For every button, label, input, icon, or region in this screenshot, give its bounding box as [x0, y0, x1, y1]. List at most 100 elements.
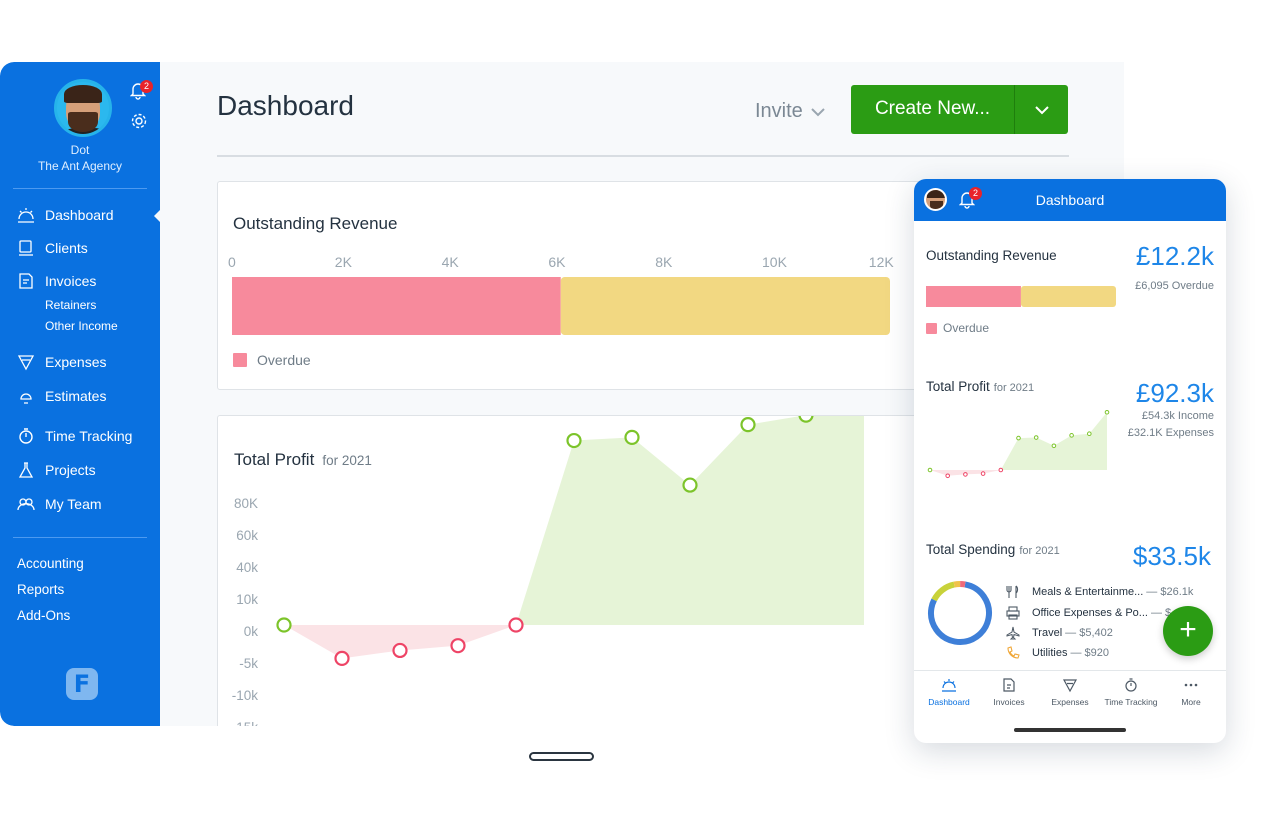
legend-label: Overdue — [257, 352, 311, 368]
sidebar-subitem-retainers[interactable]: Retainers — [45, 298, 97, 312]
sidebar-item-label: Projects — [45, 462, 96, 478]
flask-icon — [18, 462, 34, 478]
data-point — [682, 477, 698, 493]
sidebar-item-my-team[interactable]: My Team — [16, 493, 102, 515]
sidebar-item-expenses[interactable]: Expenses — [16, 351, 106, 373]
legend-swatch — [926, 322, 937, 334]
mobile-outstanding-bar — [926, 286, 1116, 307]
spending-title: Total Spending — [926, 542, 1016, 557]
mobile-outstanding-title: Outstanding Revenue — [926, 248, 1057, 263]
divider — [13, 537, 147, 538]
y-tick-label: 80K — [233, 496, 258, 511]
spending-label: Travel — [1032, 627, 1063, 639]
fork-knife-icon — [1006, 585, 1019, 598]
estimates-icon — [20, 393, 32, 404]
tab-expenses[interactable]: Expenses — [1039, 677, 1101, 707]
avatar[interactable] — [54, 79, 112, 137]
dashboard-icon — [18, 208, 34, 223]
sidebar-item-time-tracking[interactable]: Time Tracking — [16, 425, 132, 447]
data-point — [624, 429, 640, 445]
bell-icon[interactable]: 2 — [958, 187, 982, 214]
data-point — [566, 432, 582, 449]
stopwatch-icon — [1125, 678, 1137, 692]
spending-row: Utilities — $920 — [1006, 646, 1109, 660]
negative-area — [284, 625, 516, 659]
notification-badge: 2 — [969, 187, 982, 200]
data-point — [334, 650, 350, 666]
more-icon — [1184, 683, 1198, 687]
sidebar-item-clients[interactable]: Clients — [16, 237, 88, 259]
mobile-profit-amount: £92.3k — [1135, 378, 1214, 408]
total-profit-card: Total Profit for 2021 80K 60k 40k 10k 0k -5k -1… — [217, 415, 937, 726]
bar-segment — [926, 286, 1021, 307]
create-new-button[interactable]: Create New... — [851, 85, 1068, 134]
y-tick-label: -10k — [231, 688, 258, 703]
spending-row: Travel — $5,402 — [1006, 626, 1113, 640]
active-indicator — [154, 210, 160, 222]
tab-invoices[interactable]: Invoices — [978, 677, 1040, 707]
tablet-home-indicator — [529, 752, 594, 761]
phone-home-indicator — [1014, 728, 1126, 732]
bell-icon[interactable]: 2 — [129, 80, 153, 100]
x-tick-label: 6K — [548, 254, 566, 270]
bar-segment — [560, 277, 890, 335]
profit-area-chart — [276, 416, 864, 666]
y-tick-label: 40k — [236, 560, 258, 575]
company-name: The Ant Agency — [37, 159, 123, 173]
data-point — [1051, 443, 1057, 449]
mobile-profit-income: £54.3k Income — [1141, 410, 1214, 422]
spending-amount: — $5,402 — [1065, 627, 1113, 639]
add-button[interactable]: + — [1163, 606, 1213, 656]
y-tick-label: 10k — [236, 592, 258, 607]
mobile-spending-title: Total Spending for 2021 — [926, 542, 1060, 557]
x-tick-label: 8K — [655, 254, 673, 270]
data-point — [945, 473, 951, 479]
sidebar-item-label: Time Tracking — [45, 428, 133, 444]
gear-icon[interactable] — [130, 112, 148, 130]
sidebar-subitem-other-income[interactable]: Other Income — [45, 319, 118, 333]
positive-area — [516, 416, 864, 625]
sidebar-item-reports[interactable]: Reports — [17, 582, 65, 597]
clients-icon — [19, 240, 33, 256]
mobile-profit-expenses: £32.1K Expenses — [1127, 427, 1214, 439]
tab-dashboard[interactable]: Dashboard — [918, 677, 980, 707]
tab-more[interactable]: More — [1160, 677, 1222, 707]
mobile-header: 2 Dashboard — [914, 179, 1226, 221]
tab-label: Invoices — [993, 697, 1025, 707]
sidebar-item-projects[interactable]: Projects — [16, 459, 96, 481]
x-tick-label: 0 — [228, 254, 236, 270]
y-tick-label: -15k — [218, 720, 258, 726]
legend-overdue: Overdue — [233, 352, 311, 368]
page-title: Dashboard — [217, 90, 354, 121]
tab-time-tracking[interactable]: Time Tracking — [1100, 677, 1162, 707]
spending-donut-chart — [928, 581, 992, 645]
sidebar: 2 Dot The Ant Agency Dashboard Clients — [0, 62, 160, 726]
x-tick-label: 10K — [762, 254, 787, 270]
sidebar-item-estimates[interactable]: Estimates — [16, 385, 106, 407]
mobile-app: 2 Dashboard Outstanding Revenue £12.2k £… — [914, 179, 1226, 743]
mobile-profit-title: Total Profit for 2021 — [926, 379, 1034, 394]
data-point — [1104, 409, 1110, 415]
outstanding-revenue-card: Outstanding Revenue 0 2K 4K 6K 8K 10K 12K Over… — [217, 181, 937, 390]
avatar[interactable] — [924, 188, 947, 211]
create-new-dropdown[interactable] — [1014, 85, 1068, 134]
bar-segment — [1020, 286, 1116, 307]
sidebar-item-accounting[interactable]: Accounting — [17, 556, 84, 571]
data-point — [276, 617, 292, 633]
mobile-legend-overdue: Overdue — [926, 321, 989, 335]
invite-label: Invite — [755, 100, 803, 122]
sidebar-item-dashboard[interactable]: Dashboard — [16, 204, 114, 226]
sidebar-item-label: Dashboard — [45, 207, 114, 223]
invite-button[interactable]: Invite — [755, 100, 825, 123]
x-tick-label: 4K — [441, 254, 459, 270]
tab-label: Expenses — [1051, 697, 1089, 707]
profit-title: Total Profit — [926, 379, 990, 394]
chevron-down-icon — [811, 107, 825, 116]
outstanding-bar-chart — [232, 277, 890, 335]
spending-amount: — $26.1k — [1146, 586, 1194, 598]
profit-subtitle: for 2021 — [322, 453, 372, 468]
sidebar-item-invoices[interactable]: Invoices — [16, 270, 96, 292]
sidebar-item-add-ons[interactable]: Add-Ons — [17, 608, 71, 623]
user-info: Dot The Ant Agency — [0, 142, 160, 174]
printer-icon — [1006, 606, 1020, 620]
